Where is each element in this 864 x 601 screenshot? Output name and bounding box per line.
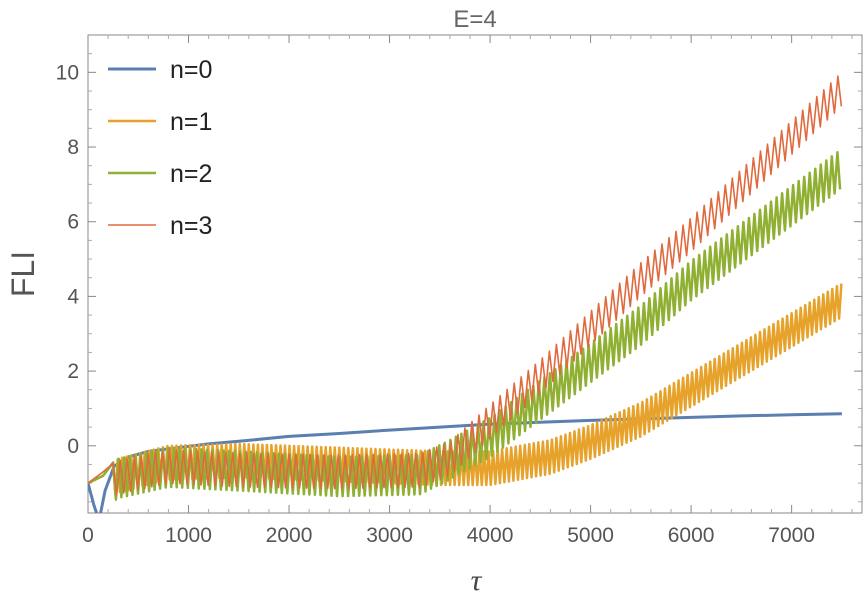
tick-labels: 0 1000 2000 3000 4000 5000 6000 7000 0 2 4 6 8 10: [56, 61, 815, 547]
x-tick-label: 6000: [668, 524, 715, 547]
y-tick-label: 8: [67, 136, 79, 159]
x-tick-label: 2000: [266, 524, 313, 547]
y-axis-label: FLI: [5, 251, 41, 297]
series-line-n-3: [88, 75, 843, 496]
y-tick-label: 2: [67, 360, 79, 383]
legend: n=0 n=1 n=2 n=3: [108, 56, 212, 240]
legend-label-n-1: n=1: [170, 108, 212, 136]
legend-label-n-3: n=3: [170, 212, 212, 240]
x-tick-label: 4000: [467, 524, 514, 547]
legend-label-n-0: n=0: [170, 56, 212, 84]
x-tick-label: 5000: [567, 524, 614, 547]
series-line-n-2: [88, 151, 842, 501]
plot-frame: [87, 34, 863, 514]
chart-title: E=4: [453, 6, 496, 33]
ticks: [87, 35, 862, 513]
y-tick-label: 0: [67, 435, 79, 458]
x-tick-label: 1000: [165, 524, 212, 547]
legend-label-n-2: n=2: [170, 160, 212, 188]
x-tick-label: 0: [82, 524, 94, 547]
y-tick-label: 4: [67, 285, 79, 308]
y-tick-label: 10: [56, 61, 79, 84]
y-tick-label: 6: [67, 211, 79, 234]
series-layer: [88, 75, 843, 513]
x-tick-label: 7000: [768, 524, 815, 547]
x-tick-label: 3000: [366, 524, 413, 547]
x-axis-label: τ: [471, 564, 483, 597]
